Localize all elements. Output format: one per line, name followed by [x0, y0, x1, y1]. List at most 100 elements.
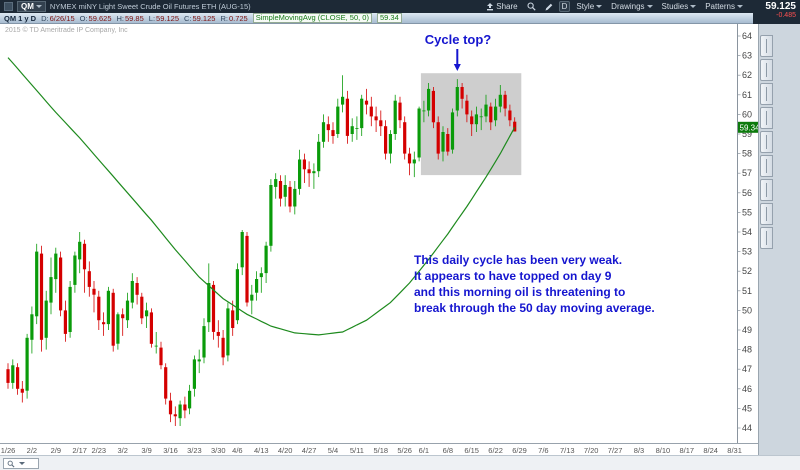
- annotation-note-line: This daily cycle has been very weak.: [414, 253, 623, 267]
- symbol-selector[interactable]: QM: [17, 1, 46, 12]
- side-panel-tab[interactable]: [760, 35, 773, 57]
- time-axis-tick: 4/20: [277, 446, 293, 455]
- copyright-text: 2015 © TD Ameritrade IP Company, Inc: [5, 27, 128, 34]
- annotation-note: This daily cycle has been very weak. It …: [414, 252, 655, 316]
- side-panel-tab[interactable]: [760, 227, 773, 249]
- drawings-label: Drawings: [611, 2, 645, 11]
- svg-text:62: 62: [742, 70, 752, 80]
- edit-tool-button[interactable]: [542, 1, 556, 12]
- symbol-label: QM: [21, 2, 34, 11]
- time-axis-tick: 2/2: [26, 446, 38, 455]
- side-panel-tab[interactable]: [760, 131, 773, 153]
- side-panel-tab[interactable]: [760, 107, 773, 129]
- gadget-sidebar: [758, 24, 800, 455]
- arrow-down-icon: [453, 49, 461, 71]
- symbol-period-chip[interactable]: QM 1 y D: [4, 14, 36, 23]
- time-axis-tick: 8/24: [703, 446, 718, 455]
- style-label: Style: [576, 2, 595, 11]
- time-axis-tick: 4/6: [232, 446, 243, 455]
- svg-text:63: 63: [742, 51, 752, 61]
- chevron-down-icon: [737, 5, 743, 8]
- side-panel-tab[interactable]: [760, 83, 773, 105]
- time-axis-tick: 5/26: [397, 446, 412, 455]
- drawings-button[interactable]: Drawings: [608, 1, 655, 12]
- svg-text:52: 52: [742, 266, 752, 276]
- time-axis-tick: 7/27: [607, 446, 623, 455]
- patterns-button[interactable]: Patterns: [702, 1, 746, 12]
- annotation-note-line: and this morning oil is threatening to: [414, 285, 626, 299]
- svg-text:54: 54: [742, 227, 752, 237]
- zoom-tool-button[interactable]: [524, 1, 539, 12]
- time-axis[interactable]: 1/26 2/2 2/9 2/17 2/23 3/2 3/9 3/16 3/23 3/30 4/6 4…: [0, 443, 758, 455]
- svg-text:58: 58: [742, 149, 752, 159]
- pencil-icon: [545, 3, 552, 11]
- ohlc-field-range: R:0.725: [220, 13, 248, 23]
- ohlc-field-low: L:59.125: [148, 13, 179, 23]
- svg-text:48: 48: [742, 345, 752, 355]
- time-axis-tick: 6/29: [512, 446, 527, 455]
- chevron-down-icon: [646, 5, 653, 8]
- time-axis-tick: 3/2: [117, 446, 128, 455]
- main-toolbar: QM NYMEX miNY Light Sweet Crude Oil Futu…: [0, 0, 800, 13]
- svg-text:56: 56: [742, 188, 752, 198]
- time-axis-tick: 3/30: [210, 446, 226, 455]
- svg-text:57: 57: [742, 168, 752, 178]
- share-label: Share: [496, 2, 518, 11]
- time-axis-tick: 5/11: [349, 446, 364, 455]
- svg-text:45: 45: [742, 403, 752, 413]
- svg-text:47: 47: [742, 364, 752, 374]
- time-axis-tick: 7/13: [559, 446, 575, 455]
- svg-text:55: 55: [742, 207, 752, 217]
- svg-text:53: 53: [742, 247, 752, 257]
- share-button[interactable]: Share: [483, 1, 520, 12]
- time-axis-tick: 1/26: [0, 446, 16, 455]
- chevron-down-icon: [690, 5, 697, 8]
- side-panel-tab[interactable]: [760, 155, 773, 177]
- side-panel-tab[interactable]: [760, 203, 773, 225]
- price-axis: 64 63 62 61 60 59 58 57 56 55 54 53 52 51 50 49 48 47 46 45…: [737, 24, 752, 443]
- price-change: -0.485: [776, 12, 796, 19]
- chevron-down-icon: [19, 462, 25, 465]
- last-price: 59.125: [765, 1, 796, 12]
- chart-mini-toolbar[interactable]: [3, 458, 39, 469]
- ohlc-field-open: O:59.625: [79, 13, 112, 23]
- ohlc-field-high: H:59.85: [116, 13, 144, 23]
- svg-text:49: 49: [742, 325, 752, 335]
- time-axis-tick: 8/31: [727, 446, 742, 455]
- time-axis-tick: 3/23: [187, 446, 202, 455]
- svg-text:44: 44: [742, 423, 752, 433]
- time-axis-tick: 2/17: [72, 446, 87, 455]
- timeframe-button[interactable]: D: [558, 1, 571, 12]
- price-chart-canvas[interactable]: 64 63 62 61 60 59 58 57 56 55 54 53 52 51 50 49 48 47 46 45…: [0, 24, 760, 443]
- svg-text:59.34: 59.34: [740, 123, 759, 132]
- time-axis-tick: 6/15: [464, 446, 479, 455]
- cycle-top-annotation: Cycle top?: [424, 32, 492, 47]
- time-axis-tick: 8/3: [633, 446, 645, 455]
- study-legend-chip[interactable]: SimpleMovingAvg (CLOSE, 50, 0): [252, 13, 372, 23]
- style-button[interactable]: Style: [573, 1, 605, 12]
- moving-average-line[interactable]: [7, 57, 516, 336]
- chevron-down-icon: [35, 5, 42, 8]
- svg-text:64: 64: [742, 31, 752, 41]
- time-axis-tick: 5/18: [373, 446, 389, 455]
- search-icon: [7, 460, 15, 467]
- annotation-note-line: It appears to have topped on day 9: [414, 269, 612, 283]
- side-panel-tab[interactable]: [760, 59, 773, 81]
- time-axis-tick: 6/22: [488, 446, 503, 455]
- ma-price-badge: 59.34: [738, 121, 760, 133]
- studies-button[interactable]: Studies: [659, 1, 700, 12]
- status-toolbar: QM 1 y D D:6/26/15 O:59.625 H:59.85 L:59…: [0, 13, 753, 24]
- chart-title: NYMEX miNY Light Sweet Crude Oil Futures…: [49, 2, 251, 11]
- time-axis-tick: 7/20: [583, 446, 599, 455]
- study-value-chip[interactable]: 59.34: [376, 13, 402, 23]
- time-axis-tick: 5/4: [327, 446, 339, 455]
- svg-text:46: 46: [742, 384, 752, 394]
- ohlc-field-close: C:59.125: [184, 13, 216, 23]
- candlestick-series: [6, 75, 517, 426]
- bottom-status-bar: [0, 455, 800, 470]
- time-axis-tick: 6/8: [442, 446, 454, 455]
- annotation-note-line: break through the 50 day moving average.: [414, 301, 655, 315]
- share-icon: [487, 2, 494, 10]
- side-panel-tab[interactable]: [760, 179, 773, 201]
